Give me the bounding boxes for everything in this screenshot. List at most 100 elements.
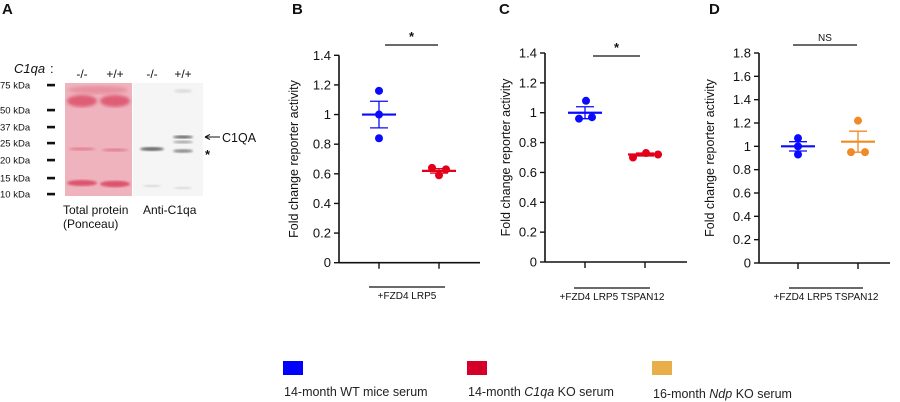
group-wt (781, 134, 815, 159)
molecular-weight-markers: 75 kDa 50 kDa 37 kDa 25 kDa 20 kDa 15 kDa 10 k… (0, 81, 55, 201)
immunoblot-band (173, 135, 193, 139)
y-tick-label: 1.4 (519, 46, 537, 61)
legend-item-wt: 14-month WT mice serum (283, 361, 428, 399)
y-tick-label: 1.4 (733, 92, 751, 107)
y-tick-label: 1.2 (733, 116, 751, 131)
ponceau-band (102, 148, 128, 152)
immunoblot-band (173, 149, 193, 153)
legend-text: KO serum (732, 387, 792, 401)
y-axis-label: Fold change reporter activity (499, 78, 513, 236)
chart-panel-c: 0 0.2 0.4 0.6 0.8 1 1.2 1.4 Fold change reporter… (499, 40, 687, 303)
marker-label: 10 kDa (0, 190, 31, 201)
data-point (854, 116, 862, 125)
immunoblot-band (174, 186, 192, 190)
y-tick-label: 1 (324, 107, 331, 122)
caption-anti-c1qa: Anti-C1qa (143, 203, 197, 217)
legend-gene: C1qa (524, 385, 554, 399)
data-point (442, 165, 450, 174)
group-wt (568, 96, 602, 123)
panel-letter-b: B (292, 1, 303, 18)
data-point (794, 150, 802, 159)
chart-panel-b: 0 0.2 0.4 0.6 0.8 1 1.2 1.4 Fold change reporter… (287, 29, 480, 302)
lane-labels: -/- +/+ -/- +/+ (76, 67, 191, 81)
panel-letter-a: A (2, 1, 13, 18)
y-tick-label: 0.4 (313, 196, 331, 211)
legend-gene: Ndp (709, 387, 732, 401)
marker-tick (47, 83, 55, 87)
ponceau-band (100, 95, 130, 107)
y-tick-label: 0 (324, 255, 331, 270)
y-tick-label: 1.4 (313, 48, 331, 63)
marker-tick (47, 141, 55, 145)
y-tick-label: 1 (744, 139, 751, 154)
significance-label: * (409, 29, 415, 44)
marker-label: 37 kDa (0, 123, 31, 134)
y-tick-label: 0 (744, 256, 751, 271)
data-point (375, 86, 383, 95)
marker-label: 50 kDa (0, 106, 31, 117)
marker-tick (47, 176, 55, 180)
y-tick-label: 1.2 (519, 75, 537, 90)
western-blot-panel: C1qa : -/- +/+ -/- +/+ 75 kDa 50 kDa 37 kDa 25… (0, 61, 257, 231)
x-axis-label: +FZD4 LRP5 TSPAN12 (774, 292, 879, 303)
lane-label: +/+ (174, 67, 191, 81)
marker-label: 15 kDa (0, 174, 31, 185)
data-point (375, 110, 383, 119)
caption-ponceau: (Ponceau) (63, 217, 118, 231)
group-wt (362, 86, 396, 143)
marker-tick (47, 125, 55, 129)
legend-swatch (652, 361, 672, 375)
data-point (375, 134, 383, 143)
genotype-label: C1qa (14, 61, 45, 76)
group-ndp (841, 116, 875, 157)
marker-tick (47, 108, 55, 112)
charts: 0 0.2 0.4 0.6 0.8 1 1.2 1.4 Fold change reporter… (287, 29, 890, 303)
data-point (629, 153, 637, 162)
ponceau-band (69, 147, 95, 151)
immunoblot-band (140, 147, 164, 151)
y-axis-label: Fold change reporter activity (287, 79, 301, 237)
marker-label: 20 kDa (0, 156, 31, 167)
legend-text: 16-month (653, 387, 709, 401)
chart-panel-d: 0 0.2 0.4 0.6 0.8 1 1.2 1.4 1.6 1.8 Fold change re… (703, 33, 890, 303)
y-tick-label: 1 (530, 105, 537, 120)
legend-label: 14-month C1qa KO serum (468, 385, 614, 399)
y-axis-label: Fold change reporter activity (703, 78, 717, 236)
legend-swatch (467, 361, 487, 375)
significance-label: NS (818, 33, 832, 44)
y-tick-label: 0.2 (519, 225, 537, 240)
legend: 14-month WT mice serum 14-month C1qa KO s… (283, 361, 792, 401)
y-tick-label: 0.6 (313, 166, 331, 181)
legend-label: 16-month Ndp KO serum (653, 387, 792, 401)
y-tick-label: 0.2 (733, 232, 751, 247)
nonspecific-band-mark: * (205, 147, 211, 162)
y-tick-label: 0.4 (519, 195, 537, 210)
x-axis-label: +FZD4 LRP5 TSPAN12 (560, 292, 665, 303)
panel-letter-c: C (499, 1, 510, 18)
data-point (428, 163, 436, 172)
y-tick-label: 1.8 (733, 46, 751, 61)
legend-text: 14-month WT mice serum (284, 385, 428, 399)
data-point (575, 114, 583, 123)
data-point (654, 150, 662, 159)
immunoblot-band (143, 184, 161, 188)
lane-label: -/- (76, 67, 87, 81)
y-tick-label: 0.6 (733, 186, 751, 201)
group-c1qa (422, 163, 456, 180)
y-tick-label: 0.2 (313, 226, 331, 241)
significance-label: * (614, 40, 620, 55)
y-tick-label: 1.6 (733, 69, 751, 84)
y-tick-label: 0.8 (313, 137, 331, 152)
legend-text: 14-month (468, 385, 524, 399)
anti-c1qa-membrane (133, 83, 203, 196)
y-tick-label: 1.2 (313, 77, 331, 92)
caption-total-protein: Total protein (63, 203, 128, 217)
arrow-head-icon (204, 134, 211, 140)
y-tick-label: 0.8 (733, 162, 751, 177)
data-point (588, 113, 596, 122)
lane-label: -/- (146, 67, 157, 81)
c1qa-band-label: C1QA (222, 131, 257, 145)
data-point (642, 149, 650, 158)
legend-swatch (283, 361, 303, 375)
marker-label: 75 kDa (0, 81, 31, 92)
